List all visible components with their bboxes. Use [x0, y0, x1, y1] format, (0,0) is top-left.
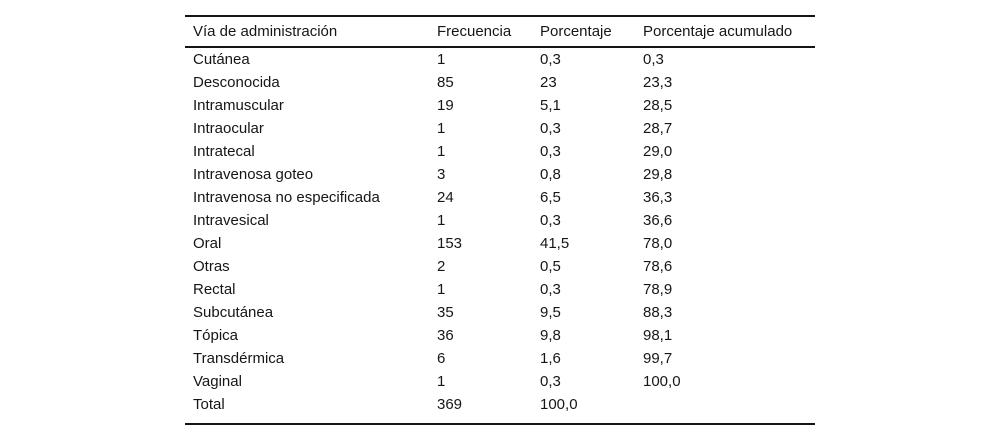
table-row: Intratecal 1 0,3 29,0 — [185, 140, 815, 163]
percentage-cell: 0,3 — [540, 120, 561, 137]
route-cell: Cutánea — [193, 51, 250, 68]
percentage-cell: 6,5 — [540, 189, 561, 206]
percentage-cell: 9,5 — [540, 304, 561, 321]
frequency-cell: 1 — [437, 212, 446, 229]
cumulative-percentage-cell: 29,8 — [643, 166, 673, 183]
administration-route-table-container: Vía de administración Frecuencia Porcent… — [185, 15, 815, 425]
route-cell: Desconocida — [193, 74, 280, 91]
route-cell: Otras — [193, 258, 230, 275]
cumulative-percentage-cell: 0,3 — [643, 51, 664, 68]
table-row: Transdérmica 6 1,6 99,7 — [185, 347, 815, 370]
route-cell: Subcutánea — [193, 304, 274, 321]
frequency-cell: 24 — [437, 189, 454, 206]
table-row: Intramuscular 19 5,1 28,5 — [185, 94, 815, 117]
route-cell: Intratecal — [193, 143, 255, 160]
cumulative-percentage-cell: 78,6 — [643, 258, 673, 275]
route-cell: Oral — [193, 235, 222, 252]
column-header-cumulative-percentage: Porcentaje acumulado — [643, 16, 815, 48]
route-cell: Transdérmica — [193, 350, 285, 367]
table-row: Tópica 36 9,8 98,1 — [185, 324, 815, 347]
frequency-cell: 3 — [437, 166, 446, 183]
frequency-cell: 153 — [437, 235, 463, 252]
percentage-cell: 0,3 — [540, 281, 561, 298]
cumulative-percentage-cell: 36,6 — [643, 212, 673, 229]
percentage-cell: 9,8 — [540, 327, 561, 344]
frequency-cell: 1 — [437, 281, 446, 298]
cumulative-percentage-cell: 28,5 — [643, 97, 673, 114]
column-header-percentage: Porcentaje — [540, 16, 643, 48]
column-header-route: Vía de administración — [185, 16, 437, 48]
route-cell: Vaginal — [193, 373, 242, 390]
cumulative-percentage-cell: 88,3 — [643, 304, 673, 321]
administration-route-table: Vía de administración Frecuencia Porcent… — [185, 15, 815, 425]
percentage-cell: 0,8 — [540, 166, 561, 183]
route-cell: Intraocular — [193, 120, 264, 137]
cumulative-percentage-cell: 23,3 — [643, 74, 673, 91]
cumulative-percentage-cell: 100,0 — [643, 373, 681, 390]
frequency-cell: 2 — [437, 258, 446, 275]
frequency-cell: 85 — [437, 74, 454, 91]
table-row: Cutánea 1 0,3 0,3 — [185, 47, 815, 71]
route-cell: Intramuscular — [193, 97, 284, 114]
frequency-cell: 369 — [437, 396, 463, 413]
route-cell: Total — [193, 396, 225, 413]
cumulative-percentage-cell: 99,7 — [643, 350, 673, 367]
table-row: Intraocular 1 0,3 28,7 — [185, 117, 815, 140]
frequency-cell: 35 — [437, 304, 454, 321]
percentage-cell: 0,3 — [540, 212, 561, 229]
cumulative-percentage-cell: 36,3 — [643, 189, 673, 206]
table-row: Total 369 100,0 — [185, 393, 815, 424]
table-row: Desconocida 85 23 23,3 — [185, 71, 815, 94]
frequency-cell: 1 — [437, 120, 446, 137]
column-header-frequency: Frecuencia — [437, 16, 540, 48]
percentage-cell: 0,3 — [540, 143, 561, 160]
cumulative-percentage-cell: 29,0 — [643, 143, 673, 160]
frequency-cell: 1 — [437, 51, 446, 68]
percentage-cell: 1,6 — [540, 350, 561, 367]
percentage-cell: 23 — [540, 74, 557, 91]
table-row: Intravenosa no especificada 24 6,5 36,3 — [185, 186, 815, 209]
table-row: Otras 2 0,5 78,6 — [185, 255, 815, 278]
table-row: Rectal 1 0,3 78,9 — [185, 278, 815, 301]
route-cell: Tópica — [193, 327, 239, 344]
cumulative-percentage-cell — [643, 393, 815, 424]
frequency-cell: 1 — [437, 143, 446, 160]
frequency-cell: 6 — [437, 350, 446, 367]
cumulative-percentage-cell: 78,9 — [643, 281, 673, 298]
table-row: Subcutánea 35 9,5 88,3 — [185, 301, 815, 324]
route-cell: Intravenosa goteo — [193, 166, 314, 183]
table-row: Intravesical 1 0,3 36,6 — [185, 209, 815, 232]
cumulative-percentage-cell: 98,1 — [643, 327, 673, 344]
route-cell: Rectal — [193, 281, 236, 298]
route-cell: Intravesical — [193, 212, 269, 229]
table-row: Vaginal 1 0,3 100,0 — [185, 370, 815, 393]
cumulative-percentage-cell: 28,7 — [643, 120, 673, 137]
percentage-cell: 100,0 — [540, 396, 578, 413]
percentage-cell: 0,3 — [540, 51, 561, 68]
table-header-row: Vía de administración Frecuencia Porcent… — [185, 16, 815, 48]
table-row: Intravenosa goteo 3 0,8 29,8 — [185, 163, 815, 186]
percentage-cell: 5,1 — [540, 97, 561, 114]
table-row: Oral 153 41,5 78,0 — [185, 232, 815, 255]
percentage-cell: 41,5 — [540, 235, 570, 252]
percentage-cell: 0,3 — [540, 373, 561, 390]
percentage-cell: 0,5 — [540, 258, 561, 275]
table-body: Cutánea 1 0,3 0,3 Desconocida 85 23 23,3… — [185, 47, 815, 424]
route-cell: Intravenosa no especificada — [193, 189, 380, 206]
frequency-cell: 36 — [437, 327, 454, 344]
cumulative-percentage-cell: 78,0 — [643, 235, 673, 252]
frequency-cell: 19 — [437, 97, 454, 114]
frequency-cell: 1 — [437, 373, 446, 390]
